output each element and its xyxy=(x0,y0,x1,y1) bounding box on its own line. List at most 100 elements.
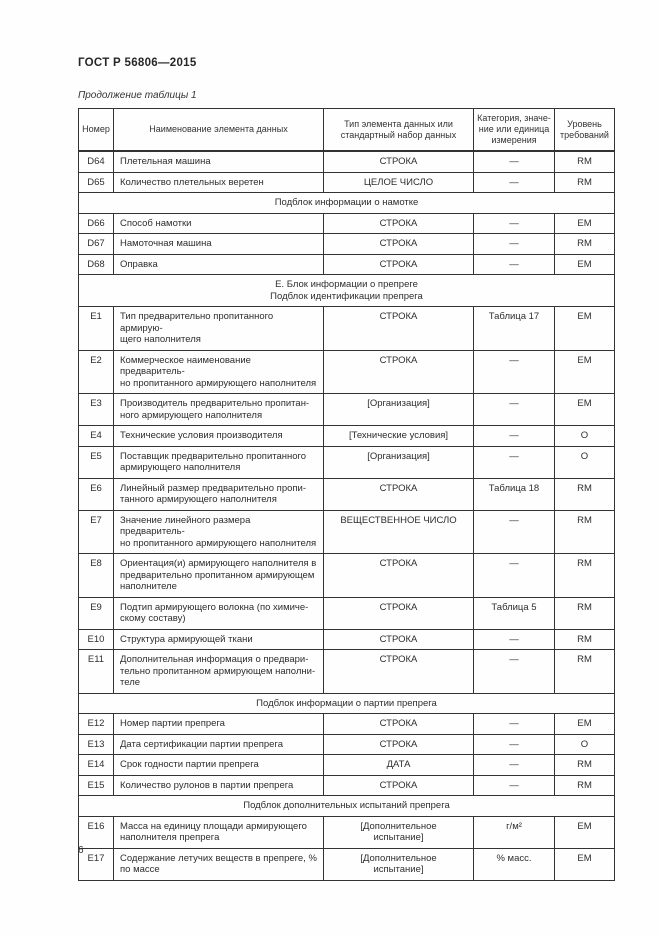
cell-type: СТРОКА xyxy=(323,733,474,755)
cell-level: EM xyxy=(554,212,615,234)
cell-level: EM xyxy=(554,349,615,394)
cell-type: [Технические условия] xyxy=(323,425,474,447)
table-header: Номер Наименование элемента данных Тип э… xyxy=(78,108,615,152)
cell-category: — xyxy=(473,233,555,255)
cell-category: — xyxy=(473,553,555,598)
table-row: E14 Срок годности партии препрега ДАТА — RM xyxy=(78,754,615,776)
cell-category: — xyxy=(473,713,555,735)
cell-level: EM xyxy=(554,253,615,275)
cell-type: [Организация] xyxy=(323,445,474,479)
cell-number: D68 xyxy=(78,253,114,275)
cell-name: Тип предварительно пропитанного армирую-… xyxy=(113,306,324,351)
cell-level: EM xyxy=(554,393,615,426)
table-row: E9 Подтип армирующего волокна (по химиче-… xyxy=(78,596,615,630)
cell-level: О xyxy=(554,733,615,755)
cell-type: СТРОКА xyxy=(323,253,474,275)
cell-level: RM xyxy=(554,596,615,630)
cell-number: D65 xyxy=(78,171,114,193)
header-row: Номер Наименование элемента данных Тип э… xyxy=(78,108,615,152)
section-row: Подблок информации о партии препрега xyxy=(78,692,615,714)
cell-number: D67 xyxy=(78,233,114,255)
table-row: E7 Значение линейного размера предварител… xyxy=(78,509,615,554)
cell-number: E17 xyxy=(78,847,114,881)
data-elements-table: Номер Наименование элемента данных Тип э… xyxy=(78,108,615,881)
cell-number: E10 xyxy=(78,628,114,650)
cell-number: E3 xyxy=(78,393,114,426)
table-row: E2 Коммерческое наименование предваритель… xyxy=(78,349,615,394)
table-row: E4 Технические условия производителя [Техн… xyxy=(78,425,615,447)
cell-name: Подтип армирующего волокна (по химиче- с… xyxy=(113,596,324,630)
table-row: D66 Способ намотки СТРОКА — EM xyxy=(78,212,615,234)
cell-number: E15 xyxy=(78,774,114,796)
cell-name: Производитель предварительно пропитан- н… xyxy=(113,393,324,426)
cell-name: Масса на единицу площади армирующего нап… xyxy=(113,815,324,849)
cell-number: E2 xyxy=(78,349,114,394)
cell-type: СТРОКА xyxy=(323,649,474,694)
table-row: D65 Количество плетельных веретен ЦЕЛОЕ ЧИ… xyxy=(78,171,615,193)
cell-number: E12 xyxy=(78,713,114,735)
cell-level: О xyxy=(554,425,615,447)
cell-number: E8 xyxy=(78,553,114,598)
cell-level: EM xyxy=(554,815,615,849)
cell-type: СТРОКА xyxy=(323,349,474,394)
cell-type: ДАТА xyxy=(323,754,474,776)
cell-level: EM xyxy=(554,847,615,881)
table-row: E15 Количество рулонов в партии препрега С… xyxy=(78,774,615,796)
cell-number: E1 xyxy=(78,306,114,351)
cell-category: — xyxy=(473,754,555,776)
section-label: Подблок информации о намотке xyxy=(78,192,615,214)
cell-category: — xyxy=(473,445,555,479)
cell-name: Способ намотки xyxy=(113,212,324,234)
page-number: 6 xyxy=(78,845,84,856)
cell-name: Коммерческое наименование предваритель- … xyxy=(113,349,324,394)
cell-type: СТРОКА xyxy=(323,628,474,650)
cell-type: СТРОКА xyxy=(323,596,474,630)
cell-number: D66 xyxy=(78,212,114,234)
table-row: E8 Ориентация(и) армирующего наполнителя … xyxy=(78,553,615,598)
cell-name: Дополнительная информация о предвари- те… xyxy=(113,649,324,694)
table-row: E1 Тип предварительно пропитанного армиру… xyxy=(78,306,615,351)
cell-name: Намоточная машина xyxy=(113,233,324,255)
cell-type: ЦЕЛОЕ ЧИСЛО xyxy=(323,171,474,193)
cell-name: Содержание летучих веществ в препреге, %… xyxy=(113,847,324,881)
cell-level: RM xyxy=(554,233,615,255)
cell-number: E7 xyxy=(78,509,114,554)
cell-category: — xyxy=(473,349,555,394)
cell-category: — xyxy=(473,628,555,650)
cell-level: RM xyxy=(554,754,615,776)
cell-number: D64 xyxy=(78,150,114,173)
cell-category: — xyxy=(473,253,555,275)
table-row: E11 Дополнительная информация о предвари-… xyxy=(78,649,615,694)
cell-type: СТРОКА xyxy=(323,713,474,735)
section-label: Подблок дополнительных испытаний препрег… xyxy=(78,795,615,817)
column-header-type: Тип элемента данных или стандартный набо… xyxy=(323,108,474,152)
column-header-category: Категория, значе- ние или единица измере… xyxy=(473,108,555,152)
cell-type: СТРОКА xyxy=(323,233,474,255)
cell-level: RM xyxy=(554,553,615,598)
cell-category: — xyxy=(473,171,555,193)
cell-type: [Дополнительное испытание] xyxy=(323,847,474,881)
cell-category: — xyxy=(473,774,555,796)
table-row: D64 Плетельная машина СТРОКА — RM xyxy=(78,150,615,173)
table-row: D67 Намоточная машина СТРОКА — RM xyxy=(78,233,615,255)
cell-type: [Организация] xyxy=(323,393,474,426)
cell-type: СТРОКА xyxy=(323,150,474,173)
column-header-name: Наименование элемента данных xyxy=(113,108,324,152)
cell-number: E4 xyxy=(78,425,114,447)
cell-level: RM xyxy=(554,649,615,694)
cell-type: ВЕЩЕСТВЕННОЕ ЧИСЛО xyxy=(323,509,474,554)
cell-number: E11 xyxy=(78,649,114,694)
table-row: E17 Содержание летучих веществ в препреге… xyxy=(78,847,615,881)
table-caption: Продолжение таблицы 1 xyxy=(78,90,197,101)
column-header-number: Номер xyxy=(78,108,114,152)
cell-number: E13 xyxy=(78,733,114,755)
column-header-level: Уровень требований xyxy=(554,108,615,152)
cell-number: E14 xyxy=(78,754,114,776)
doc-title: ГОСТ Р 56806—2015 xyxy=(78,57,197,69)
cell-category: — xyxy=(473,425,555,447)
cell-name: Количество рулонов в партии препрега xyxy=(113,774,324,796)
table-row: E13 Дата сертификации партии препрега СТРО… xyxy=(78,733,615,755)
section-row: Подблок дополнительных испытаний препрег… xyxy=(78,795,615,817)
cell-name: Линейный размер предварительно пропи- та… xyxy=(113,477,324,511)
